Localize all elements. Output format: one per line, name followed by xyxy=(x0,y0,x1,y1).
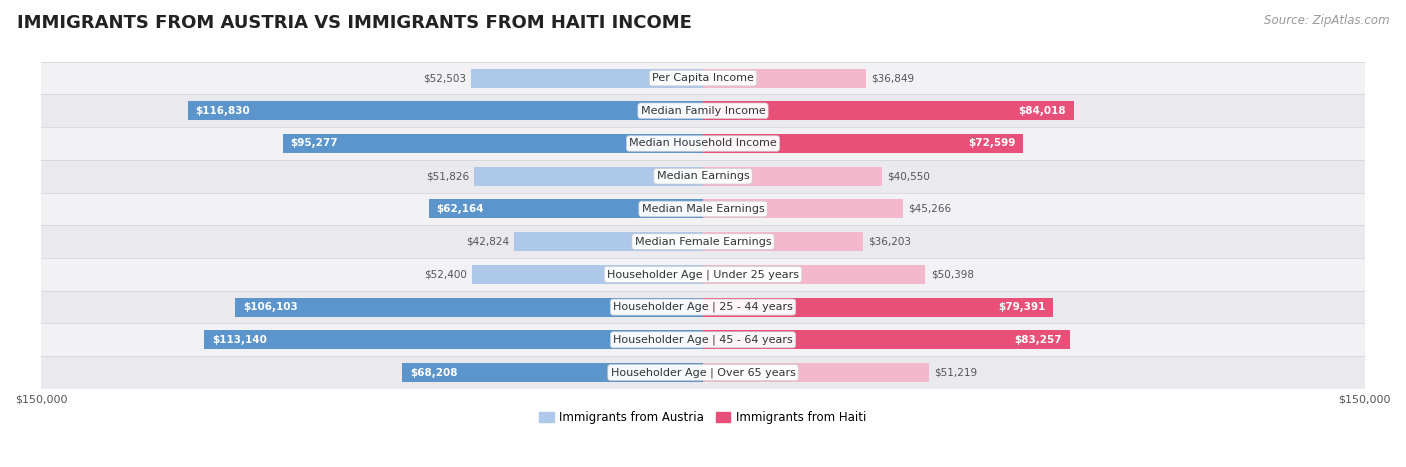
Bar xyxy=(187,101,703,120)
Bar xyxy=(283,134,703,153)
Text: $36,203: $36,203 xyxy=(868,237,911,247)
Text: $51,219: $51,219 xyxy=(934,368,977,377)
Text: $42,824: $42,824 xyxy=(465,237,509,247)
Bar xyxy=(471,69,703,87)
Text: Median Family Income: Median Family Income xyxy=(641,106,765,116)
Text: $45,266: $45,266 xyxy=(908,204,950,214)
Bar xyxy=(402,363,703,382)
Text: Householder Age | Under 25 years: Householder Age | Under 25 years xyxy=(607,269,799,280)
Text: Per Capita Income: Per Capita Income xyxy=(652,73,754,83)
Bar xyxy=(204,330,703,349)
Bar xyxy=(235,297,703,317)
Bar xyxy=(41,192,1365,225)
Text: Householder Age | 25 - 44 years: Householder Age | 25 - 44 years xyxy=(613,302,793,312)
Text: $50,398: $50,398 xyxy=(931,269,973,279)
Text: $51,826: $51,826 xyxy=(426,171,470,181)
Text: Source: ZipAtlas.com: Source: ZipAtlas.com xyxy=(1264,14,1389,27)
Text: Median Female Earnings: Median Female Earnings xyxy=(634,237,772,247)
Text: $106,103: $106,103 xyxy=(243,302,298,312)
Text: $116,830: $116,830 xyxy=(195,106,250,116)
Text: $72,599: $72,599 xyxy=(967,139,1015,149)
Bar xyxy=(472,265,703,284)
Text: $52,503: $52,503 xyxy=(423,73,465,83)
Bar xyxy=(703,265,925,284)
Bar xyxy=(41,94,1365,127)
Bar xyxy=(703,199,903,219)
Text: $36,849: $36,849 xyxy=(870,73,914,83)
Text: $52,400: $52,400 xyxy=(423,269,467,279)
Bar xyxy=(41,291,1365,324)
Text: $95,277: $95,277 xyxy=(291,139,339,149)
Bar xyxy=(474,167,703,186)
Text: $62,164: $62,164 xyxy=(437,204,484,214)
Text: Median Earnings: Median Earnings xyxy=(657,171,749,181)
Bar xyxy=(41,127,1365,160)
Text: $83,257: $83,257 xyxy=(1015,335,1063,345)
Bar xyxy=(41,225,1365,258)
Bar xyxy=(41,356,1365,389)
Text: IMMIGRANTS FROM AUSTRIA VS IMMIGRANTS FROM HAITI INCOME: IMMIGRANTS FROM AUSTRIA VS IMMIGRANTS FR… xyxy=(17,14,692,32)
Text: Householder Age | Over 65 years: Householder Age | Over 65 years xyxy=(610,367,796,378)
Bar xyxy=(41,258,1365,291)
Bar xyxy=(429,199,703,219)
Legend: Immigrants from Austria, Immigrants from Haiti: Immigrants from Austria, Immigrants from… xyxy=(534,406,872,429)
Text: $40,550: $40,550 xyxy=(887,171,929,181)
Text: $68,208: $68,208 xyxy=(411,368,457,377)
Text: Median Male Earnings: Median Male Earnings xyxy=(641,204,765,214)
Text: $113,140: $113,140 xyxy=(212,335,267,345)
Bar xyxy=(703,330,1070,349)
Text: $79,391: $79,391 xyxy=(998,302,1045,312)
Bar xyxy=(41,324,1365,356)
Bar xyxy=(41,160,1365,192)
Bar xyxy=(41,62,1365,94)
Bar xyxy=(703,363,929,382)
Bar xyxy=(515,232,703,251)
Bar xyxy=(703,69,866,87)
Bar xyxy=(703,297,1053,317)
Bar xyxy=(703,167,882,186)
Text: Householder Age | 45 - 64 years: Householder Age | 45 - 64 years xyxy=(613,334,793,345)
Text: $84,018: $84,018 xyxy=(1018,106,1066,116)
Bar xyxy=(703,134,1024,153)
Text: Median Household Income: Median Household Income xyxy=(628,139,778,149)
Bar xyxy=(703,101,1074,120)
Bar xyxy=(703,232,863,251)
